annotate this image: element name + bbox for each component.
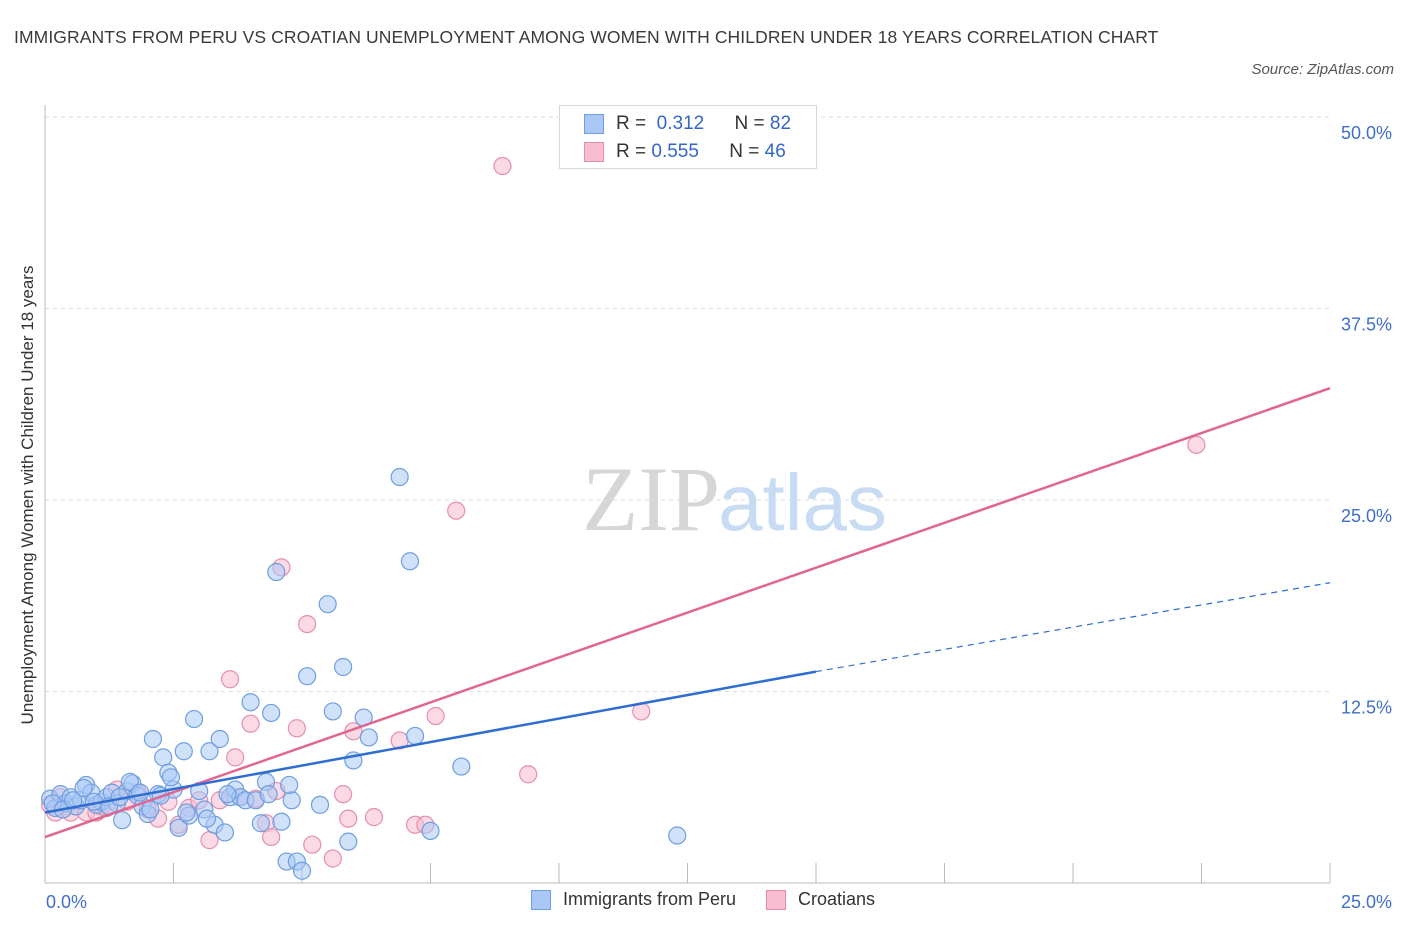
n-value: 46 bbox=[764, 141, 786, 162]
croatians-point bbox=[200, 831, 219, 850]
y-tick-label: 50.0% bbox=[1341, 123, 1392, 143]
peru-point bbox=[334, 657, 353, 677]
croatians-point bbox=[519, 765, 538, 784]
r-label: R = bbox=[616, 113, 647, 134]
legend-item-peru[interactable]: Immigrants from Peru bbox=[530, 889, 736, 910]
legend-label-peru: Immigrants from Peru bbox=[562, 889, 736, 909]
croatians-point bbox=[241, 714, 260, 733]
legend-row-croatians: R = 0.555 N = 46 bbox=[584, 139, 786, 165]
peru-point bbox=[390, 467, 409, 487]
n-label: N = bbox=[729, 141, 760, 162]
peru-point bbox=[267, 562, 286, 582]
croatians-point bbox=[226, 748, 245, 767]
peru-point bbox=[400, 552, 420, 571]
n-label: N = bbox=[734, 113, 765, 134]
peru-trend-line bbox=[44, 670, 817, 814]
croatians-point bbox=[334, 785, 353, 804]
peru-point bbox=[197, 809, 217, 828]
peru-point bbox=[421, 821, 440, 841]
croatians-point bbox=[323, 849, 342, 868]
peru-point bbox=[668, 826, 687, 845]
peru-swatch bbox=[530, 889, 551, 910]
legend-label-croatians: Croatians bbox=[798, 889, 876, 909]
croatians-swatch bbox=[584, 142, 604, 162]
r-value: 0.555 bbox=[651, 141, 699, 162]
peru-point bbox=[112, 811, 132, 830]
peru-point bbox=[174, 742, 193, 761]
peru-point bbox=[184, 709, 204, 729]
y-tick-label: 37.5% bbox=[1341, 315, 1392, 335]
peru-point bbox=[154, 748, 173, 767]
correlation-legend: R = 0.312 N = 82 R = 0.555 N = 46 bbox=[559, 105, 817, 169]
peru-point bbox=[310, 795, 330, 814]
r-label: R = bbox=[616, 141, 647, 162]
peru-point bbox=[177, 803, 196, 822]
peru-point bbox=[218, 785, 237, 804]
peru-point bbox=[130, 783, 150, 802]
watermark-atlas: atlas bbox=[718, 458, 887, 547]
grid-lines bbox=[45, 116, 1330, 692]
peru-swatch bbox=[584, 114, 604, 134]
source-note: Source: ZipAtlas.com bbox=[1251, 61, 1394, 78]
peru-point bbox=[323, 702, 342, 721]
peru-point bbox=[405, 726, 425, 746]
croatians-point bbox=[339, 809, 358, 828]
peru-trend-extension bbox=[815, 582, 1331, 673]
r-value: 0.312 bbox=[656, 113, 705, 134]
n-value: 82 bbox=[769, 113, 792, 134]
peru-point bbox=[318, 595, 337, 614]
peru-point bbox=[215, 823, 234, 842]
croatians-swatch bbox=[766, 889, 786, 910]
croatians-point bbox=[426, 706, 445, 726]
croatians-point bbox=[220, 670, 240, 689]
peru-point bbox=[259, 785, 278, 804]
series-legend: Immigrants from Peru Croatians bbox=[0, 889, 1406, 910]
peru-point bbox=[143, 729, 163, 749]
tick-labels: 12.5% 25.0% 37.5% 50.0% 0.0% 25.0% bbox=[46, 123, 1392, 912]
legend-item-croatians[interactable]: Croatians bbox=[766, 889, 875, 910]
croatians-point bbox=[262, 827, 281, 847]
peru-point bbox=[74, 778, 93, 798]
peru-point bbox=[272, 812, 291, 831]
croatians-point bbox=[1187, 435, 1206, 454]
trend-lines bbox=[44, 386, 1331, 839]
peru-point bbox=[161, 768, 181, 787]
peru-point bbox=[64, 791, 83, 810]
peru-point bbox=[262, 703, 281, 723]
croatians-point bbox=[303, 835, 322, 854]
peru-point bbox=[292, 861, 312, 880]
watermark-zip: ZIP bbox=[582, 448, 720, 550]
croatians-point bbox=[447, 501, 466, 520]
croatians-point bbox=[493, 156, 512, 176]
peru-point bbox=[298, 667, 317, 686]
peru-point bbox=[210, 729, 229, 749]
legend-row-peru: R = 0.312 N = 82 bbox=[584, 111, 791, 137]
y-tick-label: 12.5% bbox=[1341, 698, 1392, 718]
peru-point bbox=[452, 757, 471, 776]
croatians-point bbox=[287, 719, 306, 738]
peru-point bbox=[241, 693, 260, 712]
peru-point bbox=[200, 742, 219, 761]
x-tick-label: 25.0% bbox=[1341, 892, 1392, 912]
croatians-point bbox=[298, 614, 317, 634]
peru-point bbox=[339, 832, 358, 851]
croatians-point bbox=[364, 808, 384, 827]
x-tick-label: 0.0% bbox=[46, 892, 87, 912]
y-tick-label: 25.0% bbox=[1341, 506, 1392, 526]
peru-point bbox=[282, 791, 301, 810]
peru-point bbox=[169, 818, 188, 837]
peru-point bbox=[251, 814, 270, 833]
peru-point bbox=[280, 775, 299, 795]
croatians-trend-line bbox=[44, 386, 1331, 839]
chart-title: IMMIGRANTS FROM PERU VS CROATIAN UNEMPLO… bbox=[14, 27, 1159, 47]
peru-point bbox=[359, 728, 378, 747]
